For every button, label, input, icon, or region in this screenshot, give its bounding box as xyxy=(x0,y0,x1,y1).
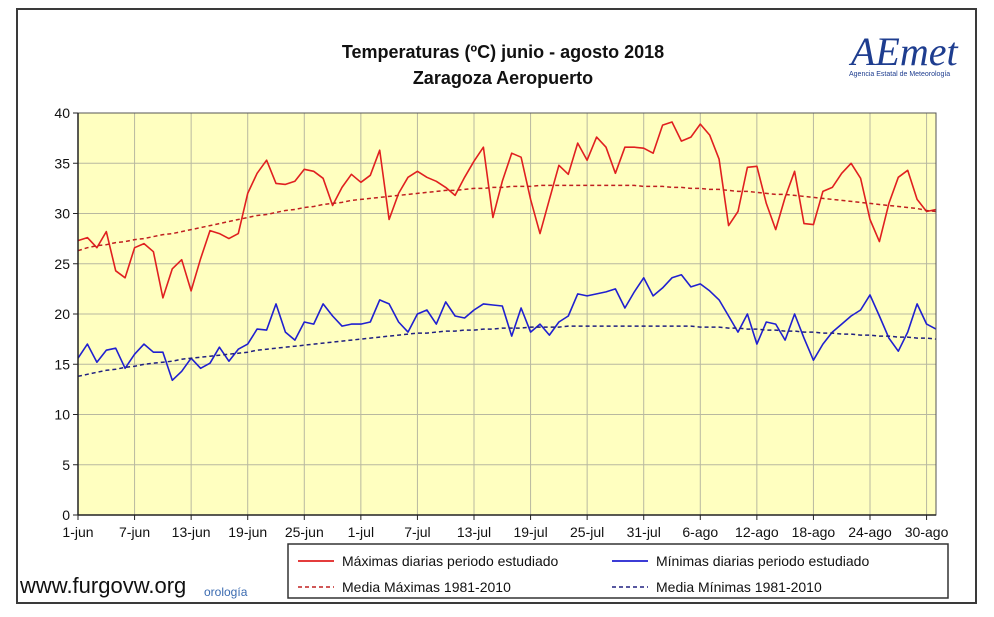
x-tick-label: 25-jun xyxy=(285,524,324,540)
y-tick-labels: 0 5 10 15 20 25 30 35 40 xyxy=(54,105,78,523)
chart-subtitle: Zaragoza Aeropuerto xyxy=(413,68,593,88)
chart-frame: Temperaturas (ºC) junio - agosto 2018 Za… xyxy=(16,8,977,604)
legend-label-min: Mínimas diarias periodo estudiado xyxy=(656,553,869,569)
x-tick-label: 12-ago xyxy=(735,524,779,540)
y-tick-label: 30 xyxy=(54,206,70,222)
x-tick-label: 31-jul xyxy=(627,524,661,540)
y-tick-label: 5 xyxy=(62,457,70,473)
y-tick-label: 0 xyxy=(62,507,70,523)
series-line-0 xyxy=(77,121,937,299)
chart-title: Temperaturas (ºC) junio - agosto 2018 xyxy=(342,42,664,62)
chart-canvas: Temperaturas (ºC) junio - agosto 2018 Za… xyxy=(19,29,959,599)
x-tick-label: 24-ago xyxy=(848,524,892,540)
x-tick-label: 6-ago xyxy=(682,524,718,540)
logo-subtitle: Agencia Estatal de Meteorología xyxy=(849,71,950,78)
legend-label-avg-max: Media Máximas 1981-2010 xyxy=(342,579,511,595)
x-tick-labels: 1-jun 7-jun 13-jun 19-jun 25-jun 1-jul 7-jul 13… xyxy=(62,515,949,540)
y-tick-label: 35 xyxy=(54,155,70,171)
legend: Máximas diarias periodo estudiado Mínima… xyxy=(287,543,949,599)
series-layer xyxy=(77,121,937,382)
x-tick-label: 1-jun xyxy=(62,524,93,540)
watermark-partial-text: orología xyxy=(204,585,248,599)
watermark-text: www.furgovw.org xyxy=(19,573,186,598)
x-tick-label: 7-jul xyxy=(404,524,430,540)
x-tick-label: 25-jul xyxy=(570,524,604,540)
logo-wordmark: AEmet xyxy=(848,29,959,74)
y-tick-label: 40 xyxy=(54,105,70,121)
legend-label-max: Máximas diarias periodo estudiado xyxy=(342,553,559,569)
y-tick-label: 15 xyxy=(54,356,70,372)
watermark: orología www.furgovw.org xyxy=(19,573,248,599)
y-tick-label: 10 xyxy=(54,407,70,423)
aemet-logo: AEmet Agencia Estatal de Meteorología xyxy=(848,29,959,78)
x-tick-label: 1-jul xyxy=(348,524,374,540)
y-tick-label: 25 xyxy=(54,256,70,272)
y-tick-label: 20 xyxy=(54,306,70,322)
series-line-2 xyxy=(77,184,937,252)
x-tick-label: 7-jun xyxy=(119,524,150,540)
x-tick-label: 30-ago xyxy=(905,524,949,540)
x-tick-label: 19-jun xyxy=(228,524,267,540)
x-tick-label: 19-jul xyxy=(513,524,547,540)
legend-label-avg-min: Media Mínimas 1981-2010 xyxy=(656,579,822,595)
x-tick-label: 13-jun xyxy=(172,524,211,540)
x-tick-label: 18-ago xyxy=(792,524,836,540)
x-tick-label: 13-jul xyxy=(457,524,491,540)
series-line-1 xyxy=(77,273,937,382)
